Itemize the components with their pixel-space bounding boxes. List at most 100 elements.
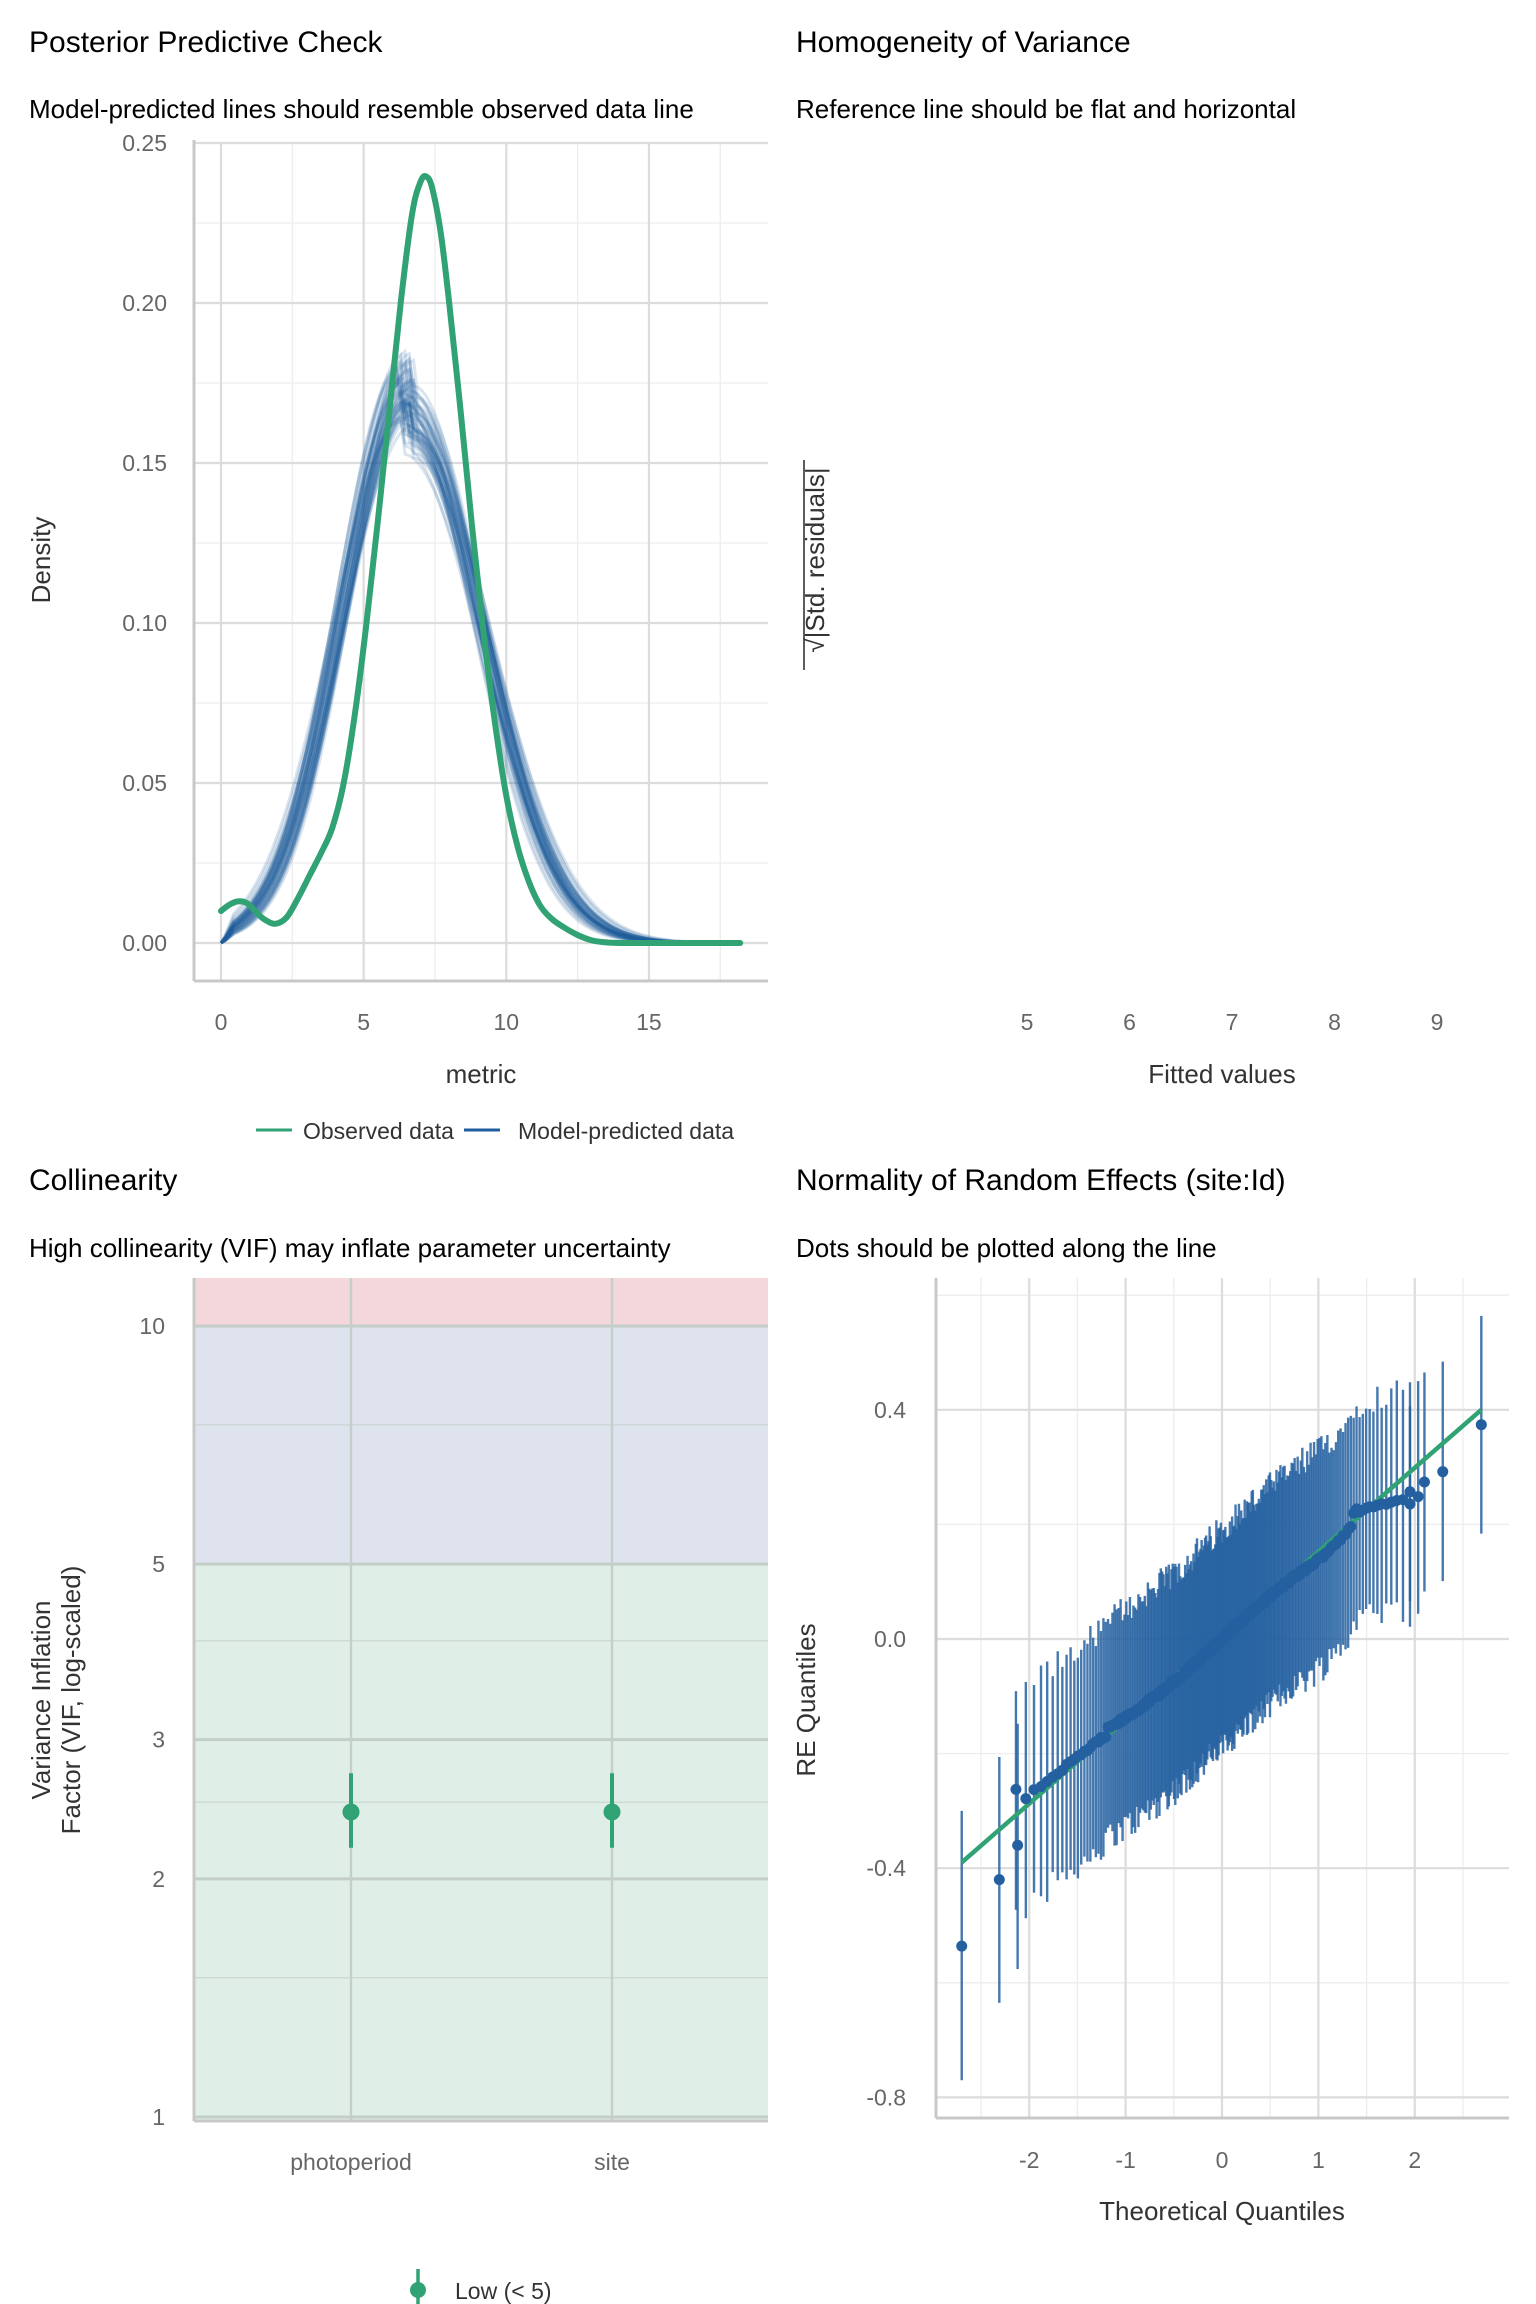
qq-y-tick-labels: -0.8 -0.4 0.0 0.4 [866, 1397, 906, 2111]
qq-point [956, 1940, 968, 1952]
legend-predicted-label: Model-predicted data [518, 1118, 734, 1144]
ppc-predicted-draw [219, 413, 739, 945]
homogeneity-y-axis-label: √|Std. residuals| [800, 467, 830, 652]
legend-low-point-icon [410, 2282, 426, 2298]
vif-y-tick-label: 3 [152, 1727, 165, 1753]
qq-x-tick-label: -2 [1019, 2147, 1039, 2173]
qq-point [1404, 1486, 1416, 1498]
ppc-predicted-draw [219, 363, 739, 945]
qq-point [1475, 1419, 1487, 1431]
ppc-predicted-draw [220, 386, 739, 945]
qq-x-axis-label: Theoretical Quantiles [1099, 2196, 1345, 2226]
ppc-predicted-draw [219, 419, 739, 945]
homogeneity-title: Homogeneity of Variance [796, 26, 1131, 59]
ppc-predicted-draw [220, 381, 739, 945]
vif-x-tick-label: site [594, 2149, 630, 2175]
vif-x-tick-label: photoperiod [290, 2149, 412, 2175]
homogeneity-x-tick-labels: 5 6 7 8 9 [1021, 1009, 1444, 1035]
qq-y-axis-label: RE Quantiles [791, 1623, 821, 1776]
vif-y-tick-label: 5 [152, 1551, 165, 1577]
ppc-x-tick-label: 10 [494, 1009, 520, 1035]
collinearity-subtitle: High collinearity (VIF) may inflate para… [29, 1233, 671, 1263]
ppc-subtitle: Model-predicted lines should resemble ob… [29, 94, 694, 124]
vif-y-tick-label: 1 [152, 2104, 165, 2130]
ppc-predicted-draw [219, 423, 739, 945]
homogeneity-x-tick-label: 5 [1021, 1009, 1034, 1035]
ppc-predicted-draw [219, 400, 739, 945]
ppc-predicted-draw [219, 390, 739, 945]
qq-x-tick-labels: -2 -1 0 1 2 [1019, 2147, 1421, 2173]
ppc-y-tick-label: 0.05 [122, 770, 167, 796]
vif-y-tick-label: 10 [139, 1313, 165, 1339]
ppc-predicted-draw [219, 400, 739, 945]
ppc-x-tick-label: 0 [215, 1009, 228, 1035]
ppc-y-tick-label: 0.00 [122, 930, 167, 956]
qq-point [1437, 1466, 1449, 1478]
ppc-predicted-draw [219, 401, 739, 945]
qq-x-tick-label: 0 [1216, 2147, 1229, 2173]
ppc-predicted-draw [219, 412, 739, 945]
qq-point [1010, 1783, 1022, 1795]
ppc-x-tick-label: 15 [636, 1009, 662, 1035]
vif-x-tick-labels: photoperiod site [290, 2149, 630, 2175]
qq-title: Normality of Random Effects (site:Id) [796, 1164, 1286, 1197]
panel-homogeneity-of-variance: Homogeneity of Variance Reference line s… [796, 26, 1443, 1089]
ppc-y-tick-label: 0.15 [122, 450, 167, 476]
qq-y-tick-label: 0.0 [874, 1626, 906, 1652]
ppc-predicted-draw [220, 391, 739, 945]
qq-points [956, 1419, 1487, 1952]
ppc-predicted-draw [220, 393, 739, 945]
ppc-predicted-draw [219, 399, 739, 945]
ppc-x-tick-label: 5 [357, 1009, 370, 1035]
qq-subtitle: Dots should be plotted along the line [796, 1233, 1217, 1263]
ppc-observed-line [218, 173, 744, 947]
panel-posterior-predictive-check: Posterior Predictive Check Model-predict… [26, 26, 768, 1144]
ppc-predicted-lines [219, 348, 739, 945]
vif-y-axis-label-line2: Factor (VIF, log-scaled) [56, 1566, 86, 1835]
ppc-predicted-draw [220, 399, 739, 945]
ppc-y-tick-label: 0.25 [122, 130, 167, 156]
homogeneity-x-tick-label: 7 [1226, 1009, 1239, 1035]
homogeneity-x-axis-label: Fitted values [1148, 1059, 1295, 1089]
qq-point [993, 1874, 1005, 1886]
legend-observed-label: Observed data [303, 1118, 454, 1144]
ppc-predicted-draw [219, 414, 739, 945]
vif-band-high [194, 1278, 768, 1326]
vif-gridlines [194, 1278, 768, 2121]
ppc-predicted-draw [219, 400, 739, 945]
ppc-x-axis-label: metric [446, 1059, 517, 1089]
homogeneity-x-tick-label: 6 [1123, 1009, 1136, 1035]
qq-y-tick-label: 0.4 [874, 1397, 906, 1423]
qq-point [1418, 1476, 1430, 1488]
ppc-y-axis-label: Density [26, 517, 56, 604]
vif-point-photoperiod [342, 1803, 360, 1821]
legend-low-label: Low (< 5) [455, 2278, 552, 2304]
vif-y-axis-label-line1: Variance Inflation [26, 1601, 56, 1800]
ppc-title: Posterior Predictive Check [29, 26, 383, 59]
qq-x-tick-label: 1 [1312, 2147, 1325, 2173]
vif-point-site [603, 1803, 621, 1821]
ppc-x-tick-labels: 0 5 10 15 [215, 1009, 662, 1035]
ppc-predicted-draw [219, 388, 739, 945]
qq-point [1012, 1839, 1024, 1851]
qq-point [1100, 1731, 1112, 1743]
vif-background-bands [194, 1278, 768, 2121]
ppc-predicted-draw [219, 397, 739, 945]
ppc-predicted-draw [219, 387, 739, 945]
vif-band-low [194, 1564, 768, 2121]
panel-normality-random-effects: Normality of Random Effects (site:Id) Do… [791, 1164, 1509, 2226]
vif-y-tick-label: 2 [152, 1866, 165, 1892]
panel-collinearity: Collinearity High collinearity (VIF) may… [26, 1164, 768, 2304]
qq-point [1404, 1498, 1416, 1510]
vif-band-moderate [194, 1326, 768, 1565]
vif-y-tick-labels: 1 2 3 5 10 [139, 1313, 165, 2130]
vif-points [342, 1773, 621, 1848]
ppc-predicted-draw [219, 401, 739, 945]
ppc-predicted-draw [219, 415, 739, 945]
homogeneity-x-tick-label: 9 [1431, 1009, 1444, 1035]
homogeneity-subtitle: Reference line should be flat and horizo… [796, 94, 1296, 124]
qq-point [1345, 1521, 1357, 1533]
homogeneity-x-tick-label: 8 [1328, 1009, 1341, 1035]
ppc-y-tick-label: 0.20 [122, 290, 167, 316]
